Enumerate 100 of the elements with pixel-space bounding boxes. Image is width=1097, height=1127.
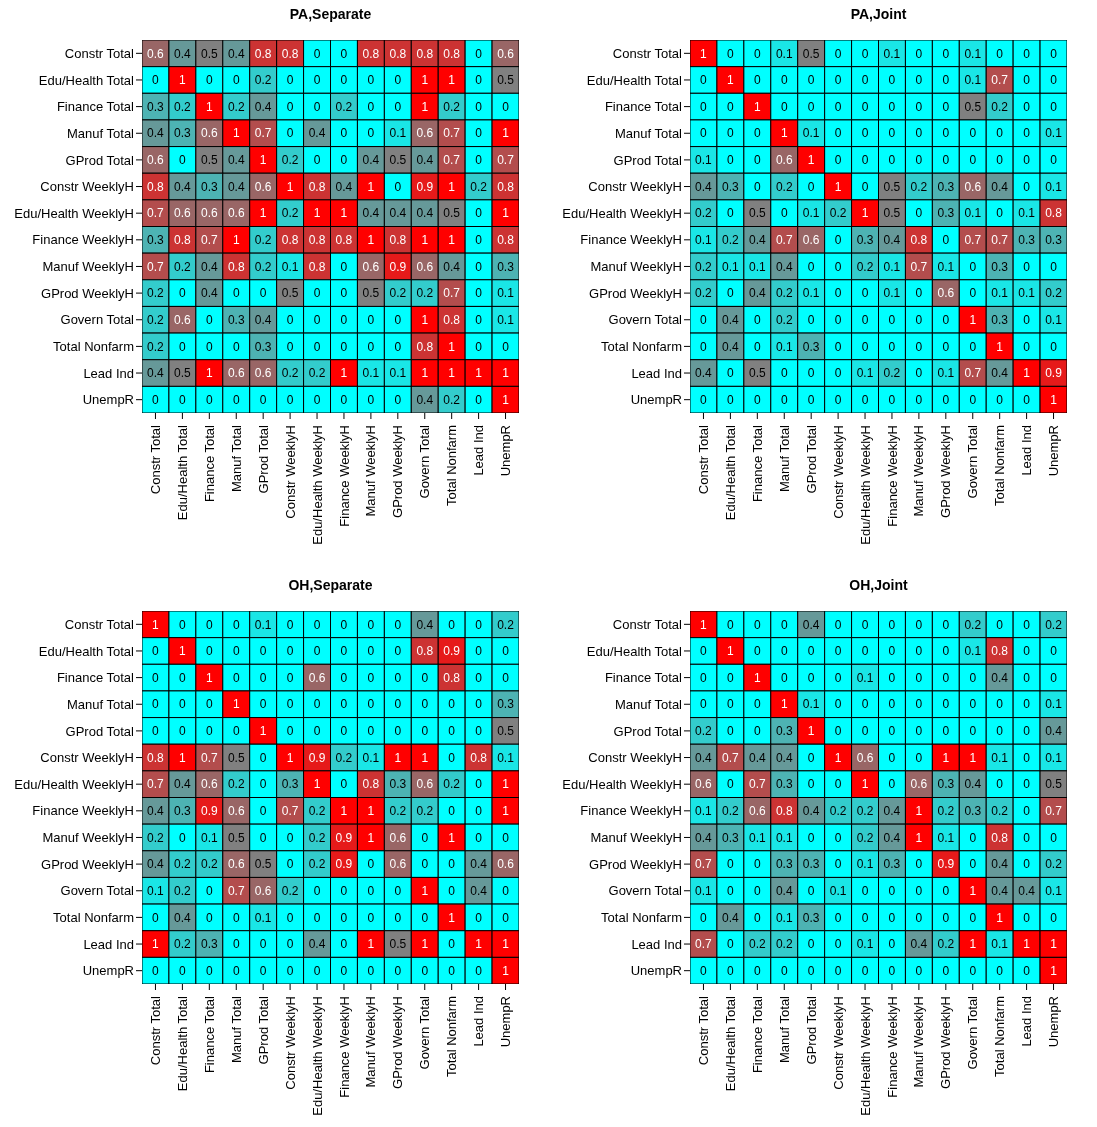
data-label: 0.4 <box>227 46 245 61</box>
data-label: 0 <box>1023 777 1031 792</box>
data-label: 0 <box>1023 644 1031 659</box>
data-label: 0.9 <box>416 179 434 194</box>
data-label: 0.7 <box>443 153 461 168</box>
data-label: 0 <box>915 750 923 765</box>
data-label: 0.3 <box>174 126 192 141</box>
data-label: 0 <box>475 99 483 114</box>
data-label: 0 <box>834 259 842 274</box>
data-label: 0 <box>727 392 735 407</box>
data-label: 0.2 <box>174 883 192 898</box>
data-label: 0.4 <box>802 804 820 819</box>
data-label: 1 <box>179 750 187 765</box>
data-label: 0.8 <box>1045 206 1063 221</box>
data-label: 0.2 <box>389 804 407 819</box>
data-label: 0.6 <box>147 153 165 168</box>
data-label: 0.1 <box>775 910 793 925</box>
data-label: 1 <box>205 99 213 114</box>
data-label: 0.6 <box>802 233 820 248</box>
data-label: 0.7 <box>991 73 1009 88</box>
data-label: 0 <box>475 644 483 659</box>
data-label: 1 <box>915 830 923 845</box>
data-label: 0 <box>475 830 483 845</box>
data-label: 1 <box>259 724 267 739</box>
data-label: 0.2 <box>470 179 488 194</box>
data-label: 0 <box>340 697 348 712</box>
data-label: 0 <box>179 617 187 632</box>
data-label: 0.5 <box>227 750 245 765</box>
data-label: 0 <box>861 312 869 327</box>
data-label: 0.2 <box>497 617 515 632</box>
data-label: 0 <box>313 910 321 925</box>
data-label: 0 <box>915 617 923 632</box>
data-label: 0 <box>340 339 348 354</box>
y-tick-label: Edu/Health WeeklyH <box>14 776 134 792</box>
data-label: 0 <box>394 644 402 659</box>
data-label: 0 <box>753 883 761 898</box>
data-label: 0 <box>286 73 294 88</box>
data-label: 0 <box>367 697 375 712</box>
data-label: 1 <box>780 126 788 141</box>
data-label: 0.7 <box>775 233 793 248</box>
x-tick-label: Manuf Total <box>228 995 244 1063</box>
data-label: 0.2 <box>856 804 874 819</box>
data-label: 0.5 <box>362 286 380 301</box>
data-label: 0 <box>448 617 456 632</box>
data-label: 0 <box>888 937 896 952</box>
data-label: 0 <box>421 724 429 739</box>
data-label: 0 <box>232 724 240 739</box>
data-label: 0 <box>727 366 735 381</box>
data-label: 0 <box>834 910 842 925</box>
data-label: 1 <box>753 99 761 114</box>
data-label: 0 <box>394 697 402 712</box>
data-label: 0 <box>394 910 402 925</box>
y-tick-label: Manuf Total <box>615 696 683 712</box>
data-label: 0.7 <box>281 804 299 819</box>
data-label: 0.3 <box>775 777 793 792</box>
x-tick-label: GProd WeeklyH <box>938 996 954 1089</box>
y-tick-label: Manuf Total <box>67 696 135 712</box>
data-label: 1 <box>367 179 375 194</box>
x-tick-label: Finance WeeklyH <box>336 425 352 527</box>
data-label: 0.2 <box>308 857 326 872</box>
data-label: 0 <box>915 366 923 381</box>
data-label: 0 <box>179 963 187 978</box>
data-label: 0.4 <box>416 617 434 632</box>
data-label: 0.8 <box>362 46 380 61</box>
data-label: 0 <box>286 910 294 925</box>
data-label: 0 <box>700 73 708 88</box>
data-label: 0.2 <box>937 937 955 952</box>
data-label: 0 <box>969 857 977 872</box>
data-label: 0 <box>205 312 213 327</box>
x-tick-label: Constr WeeklyH <box>830 996 846 1090</box>
data-label: 0 <box>780 644 788 659</box>
data-label: 0 <box>340 312 348 327</box>
data-label: 0.8 <box>775 804 793 819</box>
data-label: 0 <box>475 46 483 61</box>
data-label: 0 <box>313 644 321 659</box>
data-label: 0 <box>834 126 842 141</box>
data-label: 0 <box>286 617 294 632</box>
data-label: 0.5 <box>802 46 820 61</box>
data-label: 0.6 <box>695 777 713 792</box>
data-label: 0 <box>232 963 240 978</box>
data-label: 0.4 <box>883 804 901 819</box>
y-tick-label: Manuf WeeklyH <box>590 830 682 846</box>
data-label: 0 <box>205 644 213 659</box>
data-label: 0 <box>1023 126 1031 141</box>
data-label: 0 <box>394 963 402 978</box>
data-label: 0.1 <box>1045 312 1063 327</box>
data-label: 0.1 <box>362 366 380 381</box>
data-label: 0 <box>888 126 896 141</box>
data-label: 0.4 <box>174 777 192 792</box>
data-label: 0.3 <box>200 179 218 194</box>
data-label: 0 <box>421 830 429 845</box>
data-label: 0.4 <box>174 179 192 194</box>
data-label: 0 <box>502 670 510 685</box>
data-label: 0 <box>753 46 761 61</box>
data-label: 0 <box>1023 804 1031 819</box>
data-label: 0 <box>861 644 869 659</box>
data-label: 0 <box>1023 857 1031 872</box>
data-label: 0 <box>205 617 213 632</box>
data-label: 0.1 <box>1045 179 1063 194</box>
data-label: 0 <box>996 392 1004 407</box>
